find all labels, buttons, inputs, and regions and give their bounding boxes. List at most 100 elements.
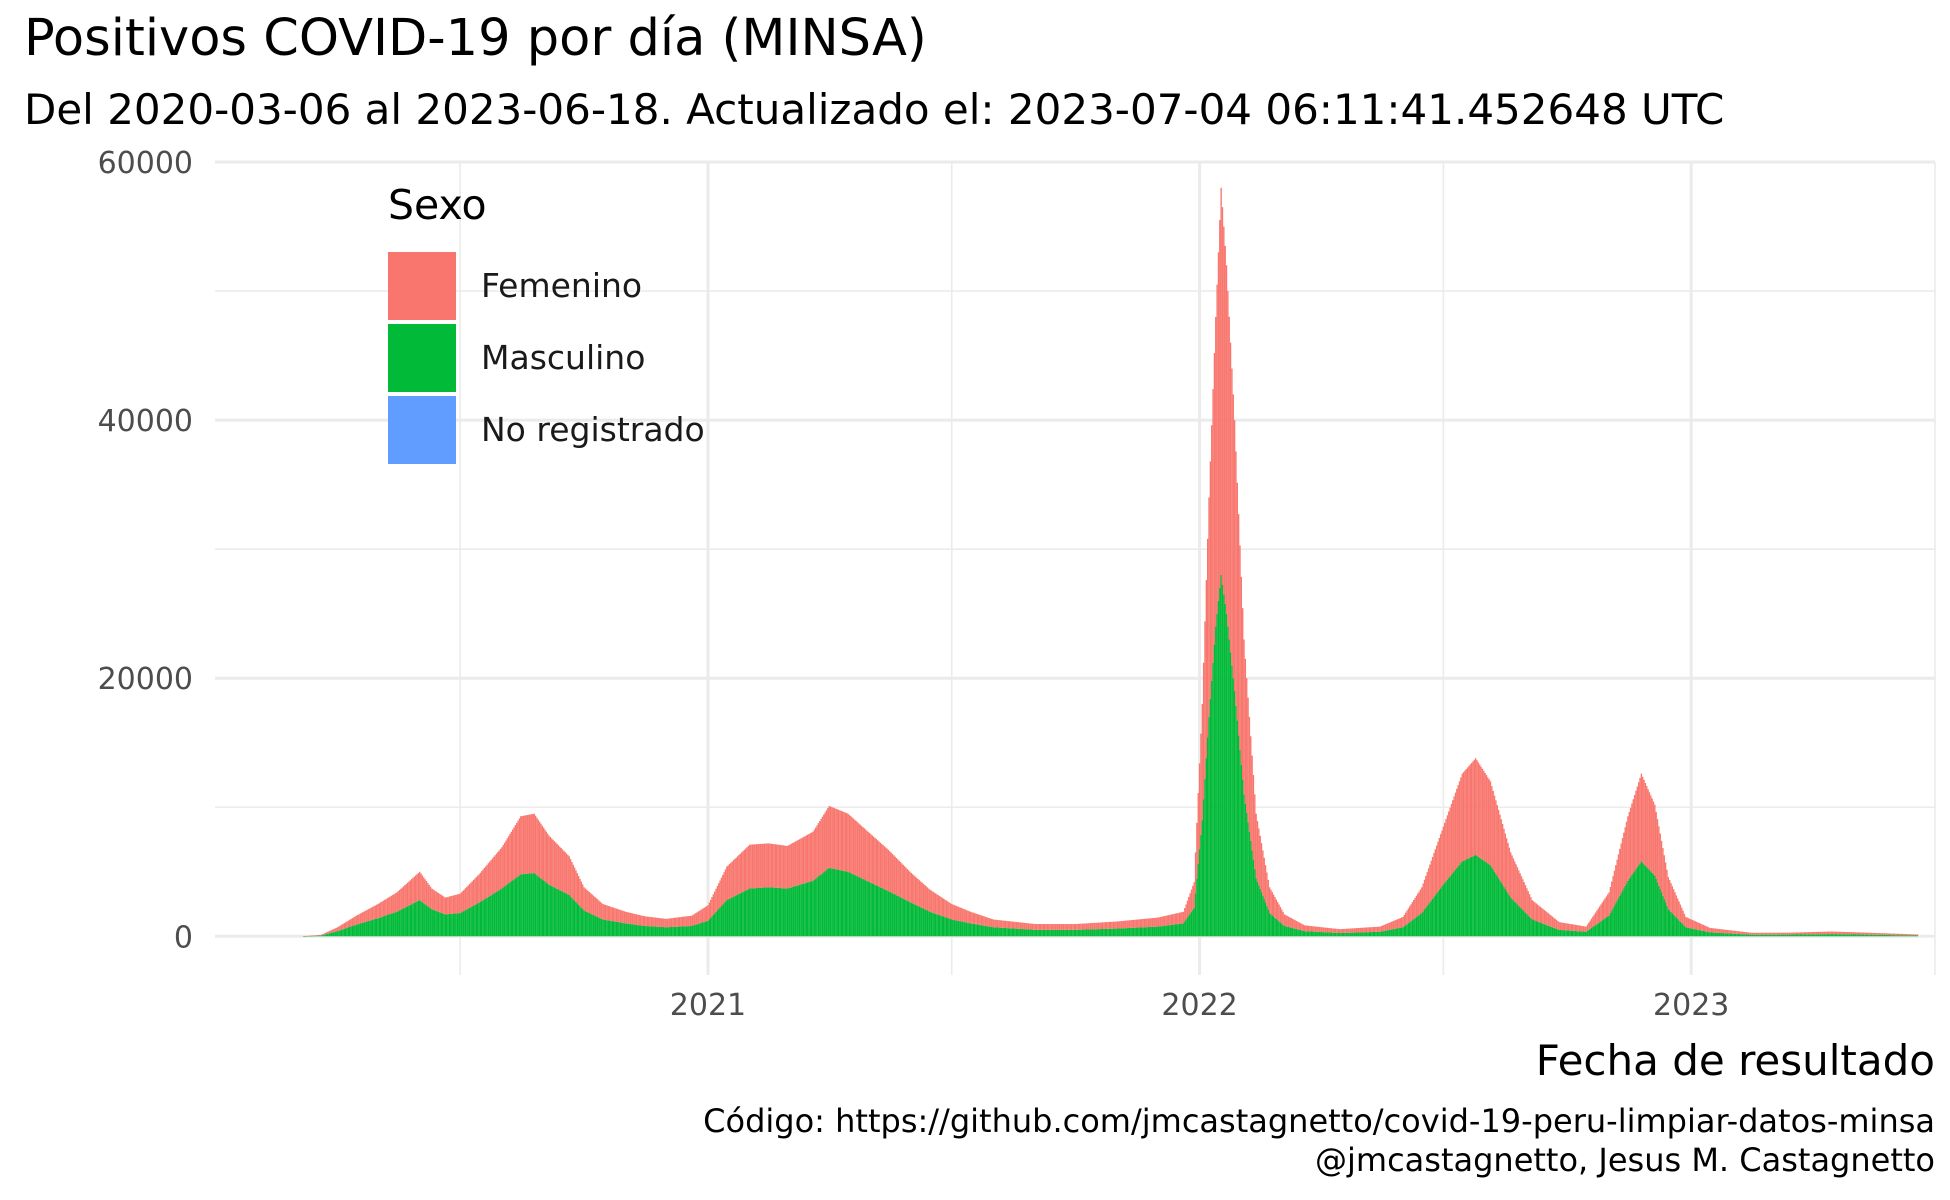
bar-masculino [1825,934,1827,937]
bar-masculino [1512,900,1515,937]
bar-femenino [934,893,937,914]
bar-femenino [384,899,386,916]
bar-femenino [425,881,428,906]
bar-masculino [448,914,451,937]
bar-masculino [1743,934,1745,937]
bar-masculino [1390,929,1392,937]
bar-masculino [1869,934,1872,937]
bar-femenino [1857,932,1859,935]
bar-femenino [1892,933,1894,936]
bar-masculino [1359,932,1361,937]
bar-femenino [802,836,805,884]
bar-femenino [1656,819,1659,883]
bar-masculino [1632,873,1634,937]
bar-femenino [728,864,731,899]
bar-femenino [1747,932,1749,935]
bar-femenino [1662,848,1664,896]
bar-femenino [1273,894,1275,917]
bar-masculino [1543,924,1546,937]
bar-femenino [336,927,339,932]
bar-masculino [1057,929,1059,937]
bar-femenino [757,844,759,888]
bar-femenino [497,852,499,892]
bar-femenino [951,904,953,920]
bar-femenino [420,873,422,902]
bar-masculino [1488,864,1490,937]
bar-femenino [1251,755,1253,851]
bar-femenino [1469,764,1471,858]
bar-femenino [1126,920,1128,929]
bar-masculino [1725,933,1727,937]
bar-femenino [627,912,630,924]
bar-masculino [968,923,970,937]
bar-masculino [1823,934,1826,937]
bar-masculino [1091,929,1093,937]
bar-masculino [312,935,314,937]
bar-femenino [1274,897,1276,918]
bar-femenino [1704,925,1706,932]
bar-femenino [866,830,868,881]
bar-femenino [1176,913,1178,925]
bar-femenino [608,906,611,921]
bar-masculino [634,924,636,937]
bar-masculino [1695,929,1698,937]
bar-masculino [727,899,729,937]
bar-femenino [1180,912,1182,924]
bar-femenino [1372,927,1375,932]
bar-masculino [1184,921,1186,937]
bar-masculino [1101,929,1104,937]
bar-masculino [1774,934,1776,937]
bar-masculino [879,887,882,937]
bar-femenino [1325,927,1327,933]
bar-femenino [583,887,585,911]
bar-femenino [1162,916,1164,926]
bar-masculino [1364,932,1366,937]
bar-masculino [1627,880,1629,937]
bar-femenino [448,896,451,914]
bar-femenino [328,930,331,934]
bar-masculino [410,904,413,937]
bar-femenino [786,845,789,889]
bar-femenino [1382,925,1384,932]
bar-masculino [437,911,440,937]
bar-masculino [1489,865,1492,937]
bar-femenino [1212,389,1214,663]
bar-femenino [1421,887,1423,914]
bar-femenino [751,844,754,889]
bar-masculino [736,894,739,937]
bar-masculino [1768,934,1771,937]
bar-masculino [687,926,689,937]
bar-femenino [1865,932,1867,935]
bar-masculino [610,920,612,937]
bar-femenino [871,835,873,884]
bar-masculino [1127,928,1129,937]
bar-femenino [1636,786,1639,868]
bar-masculino [1809,934,1811,937]
bar-femenino [1526,888,1528,915]
bar-femenino [607,905,609,921]
bar-femenino [1713,928,1715,933]
bar-masculino [498,890,500,937]
bar-femenino [1262,850,1264,896]
bar-femenino [782,845,785,889]
bar-masculino [316,935,319,937]
bar-masculino [1169,925,1171,937]
bar-masculino [1496,876,1498,937]
bar-femenino [1496,805,1498,877]
bar-femenino [878,841,880,887]
bar-masculino [1582,931,1585,937]
bar-femenino [1159,916,1162,927]
bar-masculino [1790,934,1792,937]
bar-femenino [1190,889,1193,912]
chart-subtitle: Del 2020-03-06 al 2023-06-18. Actualizad… [24,85,1725,134]
bar-femenino [1318,926,1321,932]
bar-femenino [642,915,644,926]
bar-femenino [1476,760,1478,856]
bar-femenino [1407,908,1410,924]
bar-femenino [1204,621,1206,779]
bar-femenino [1449,807,1451,877]
bar-femenino [1791,932,1793,935]
bar-femenino [1379,926,1381,932]
bar-masculino [371,919,374,937]
bar-femenino [1722,929,1725,934]
